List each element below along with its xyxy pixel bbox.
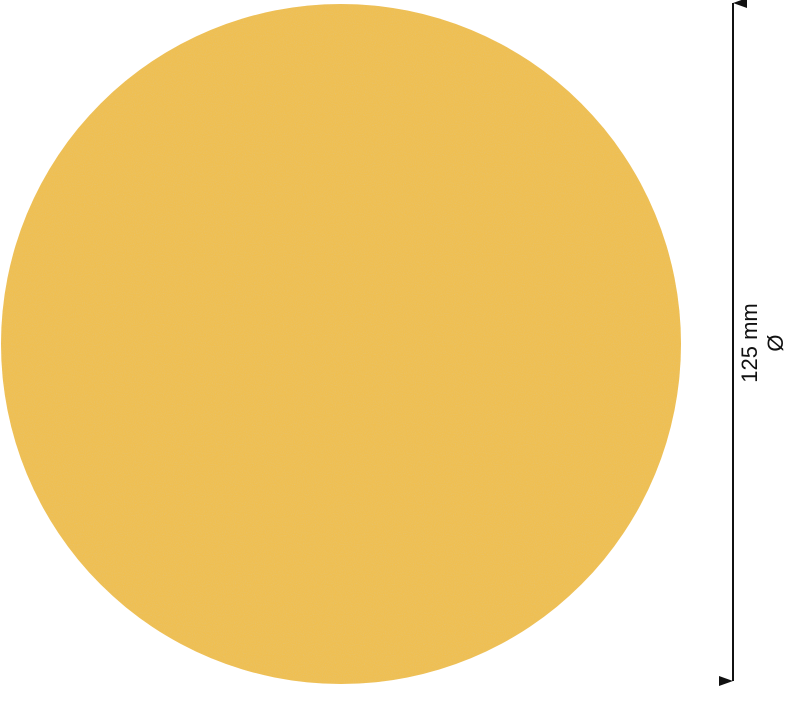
diameter-value: 125 mm — [737, 303, 762, 383]
diameter-symbol: Ø — [763, 334, 788, 352]
dimension-label: 125 mm Ø — [737, 303, 789, 382]
sanding-disc-texture — [1, 4, 681, 684]
